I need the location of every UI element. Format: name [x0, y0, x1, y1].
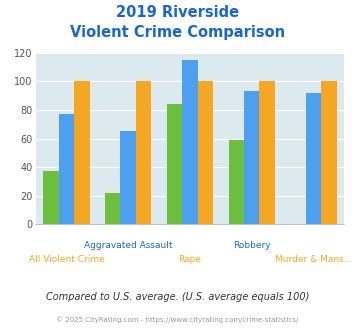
Text: Murder & Mans...: Murder & Mans... [275, 255, 352, 264]
Text: Robbery: Robbery [233, 241, 271, 250]
Bar [260, 82, 275, 224]
Bar [244, 91, 260, 224]
Text: © 2025 CityRating.com - https://www.cityrating.com/crime-statistics/: © 2025 CityRating.com - https://www.city… [56, 317, 299, 323]
Bar [229, 140, 244, 224]
Bar [321, 82, 337, 224]
Text: All Violent Crime: All Violent Crime [28, 255, 104, 264]
Bar [167, 104, 182, 224]
Text: Violent Crime Comparison: Violent Crime Comparison [70, 25, 285, 40]
Bar [182, 60, 198, 224]
Bar [306, 93, 321, 224]
Text: Rape: Rape [179, 255, 201, 264]
Bar [43, 172, 59, 224]
Text: Aggravated Assault: Aggravated Assault [84, 241, 173, 250]
Bar [136, 82, 151, 224]
Bar [59, 114, 74, 224]
Text: Compared to U.S. average. (U.S. average equals 100): Compared to U.S. average. (U.S. average … [46, 292, 309, 302]
Bar [120, 131, 136, 224]
Bar [105, 193, 120, 224]
Bar [198, 82, 213, 224]
Text: 2019 Riverside: 2019 Riverside [116, 5, 239, 20]
Bar [74, 82, 89, 224]
